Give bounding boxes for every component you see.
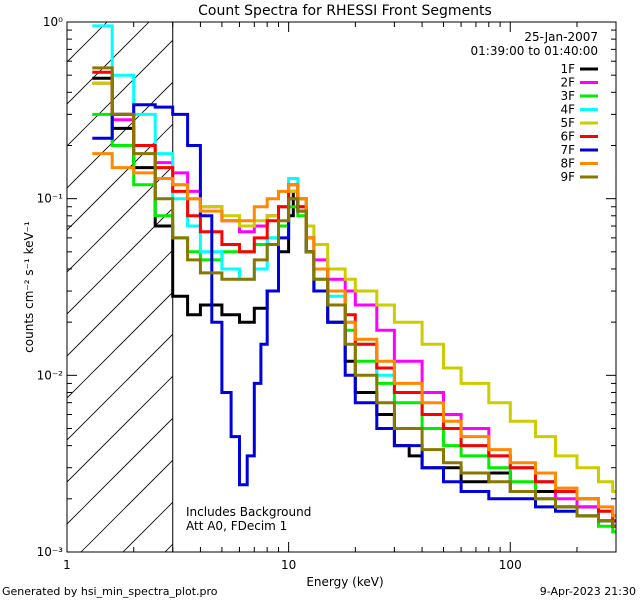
y-tick-label: 10⁻² <box>37 368 64 382</box>
hatched-region <box>0 0 640 552</box>
hatch-line <box>67 249 173 357</box>
legend-label-9f: 9F <box>560 170 575 184</box>
series-line-9f <box>92 66 616 528</box>
attenuator-annotation: Att A0, FDecim 1 <box>186 519 287 533</box>
axis-ticks: 1 10 100 10⁰ 10⁻¹ 10⁻² 10⁻³ <box>37 15 617 572</box>
x-tick-label: 1 <box>63 558 71 572</box>
hatch-line <box>67 417 173 525</box>
y-tick-label: 10⁰ <box>43 15 63 29</box>
hatch-line <box>627 0 640 552</box>
background-annotation: Includes Background <box>186 505 311 519</box>
hatch-line <box>459 0 640 552</box>
legend-label-3f: 3F <box>560 89 575 103</box>
x-axis-label: Energy (keV) <box>306 575 383 589</box>
legend-label-1f: 1F <box>560 62 575 76</box>
series-line-8f <box>92 152 616 518</box>
hatch-line <box>67 207 173 315</box>
series-group <box>92 24 616 534</box>
chart-title: Count Spectra for RHESSI Front Segments <box>198 3 492 19</box>
x-tick-label: 10 <box>281 558 296 572</box>
time-range-label: 01:39:00 to 01:40:00 <box>471 44 598 58</box>
y-tick-label: 10⁻³ <box>37 545 64 559</box>
hatch-line <box>67 22 108 63</box>
y-axis-label: counts cm⁻² s⁻¹ keV⁻¹ <box>22 221 36 353</box>
legend-label-4f: 4F <box>560 103 575 117</box>
plot-frame <box>66 21 617 553</box>
hatch-line <box>67 81 173 189</box>
hatch-line <box>0 0 9 552</box>
y-tick-label: 10⁻¹ <box>37 192 64 206</box>
legend-label-6f: 6F <box>560 130 575 144</box>
timestamp-label: 9-Apr-2023 21:30 <box>540 585 636 598</box>
series-line-2f <box>92 81 616 528</box>
hatch-line <box>80 459 173 552</box>
series-line-5f <box>92 81 616 493</box>
hatch-line <box>0 0 93 552</box>
series-line-4f <box>92 24 616 523</box>
generated-by-label: Generated by hsi_min_spectra_plot.pro <box>2 585 218 598</box>
hatch-line <box>67 39 173 147</box>
hatch-line <box>67 22 150 105</box>
x-tick-label: 100 <box>499 558 522 572</box>
legend-label-2f: 2F <box>560 76 575 90</box>
hatch-line <box>67 165 173 273</box>
hatch-line <box>67 375 173 483</box>
legend-label-8f: 8F <box>560 157 575 171</box>
legend-label-7f: 7F <box>560 143 575 157</box>
legend-label-5f: 5F <box>560 116 575 130</box>
date-label: 25-Jan-2007 <box>524 30 598 44</box>
